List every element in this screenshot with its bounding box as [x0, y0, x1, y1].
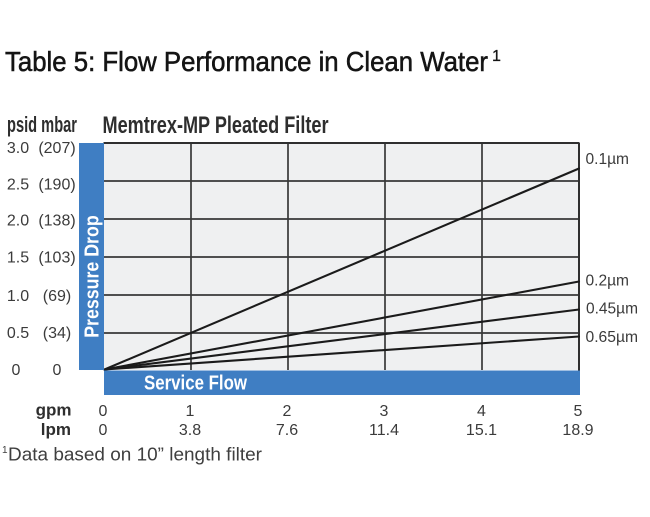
svg-text:Service Flow: Service Flow — [144, 373, 247, 395]
svg-text:4: 4 — [477, 403, 486, 420]
svg-text:0.1µm: 0.1µm — [586, 151, 630, 168]
svg-text:1.5: 1.5 — [7, 250, 29, 267]
svg-text:18.9: 18.9 — [562, 422, 593, 439]
svg-text:0.45µm: 0.45µm — [586, 301, 638, 318]
svg-text:0.65µm: 0.65µm — [586, 329, 639, 346]
svg-text:5: 5 — [574, 403, 583, 420]
svg-text:psid mbar: psid mbar — [7, 112, 77, 137]
svg-text:(207): (207) — [38, 140, 75, 157]
svg-text:7.6: 7.6 — [276, 422, 298, 439]
svg-text:3: 3 — [380, 403, 389, 420]
svg-text:Table 5: Flow Performance in C: Table 5: Flow Performance in Clean Water — [5, 46, 488, 77]
svg-text:15.1: 15.1 — [466, 422, 497, 439]
svg-text:Data based on 10” length filte: Data based on 10” length filter — [8, 444, 262, 465]
svg-text:3.8: 3.8 — [179, 422, 201, 439]
svg-text:1.0: 1.0 — [7, 288, 29, 305]
svg-text:11.4: 11.4 — [369, 422, 399, 439]
svg-text:0: 0 — [12, 362, 21, 379]
svg-text:2.0: 2.0 — [7, 213, 29, 230]
svg-text:(138): (138) — [38, 213, 75, 230]
svg-text:(69): (69) — [43, 288, 71, 305]
svg-text:3.0: 3.0 — [7, 140, 29, 157]
svg-text:1: 1 — [492, 48, 501, 65]
svg-text:0.5: 0.5 — [7, 325, 29, 342]
svg-text:1: 1 — [186, 403, 195, 420]
svg-text:(103): (103) — [38, 250, 75, 267]
svg-text:0: 0 — [53, 362, 62, 379]
svg-text:2.5: 2.5 — [7, 176, 29, 193]
svg-text:0.2µm: 0.2µm — [586, 273, 630, 290]
svg-text:2: 2 — [283, 403, 292, 420]
svg-text:Pressure Drop: Pressure Drop — [82, 215, 104, 338]
svg-text:0: 0 — [99, 422, 108, 439]
svg-text:(34): (34) — [43, 325, 71, 342]
svg-text:0: 0 — [99, 403, 108, 420]
svg-text:lpm: lpm — [41, 420, 71, 439]
svg-text:gpm: gpm — [36, 401, 72, 420]
svg-text:1: 1 — [2, 445, 8, 456]
svg-text:Memtrex-MP Pleated Filter: Memtrex-MP Pleated Filter — [103, 112, 329, 139]
svg-text:(190): (190) — [38, 176, 75, 193]
